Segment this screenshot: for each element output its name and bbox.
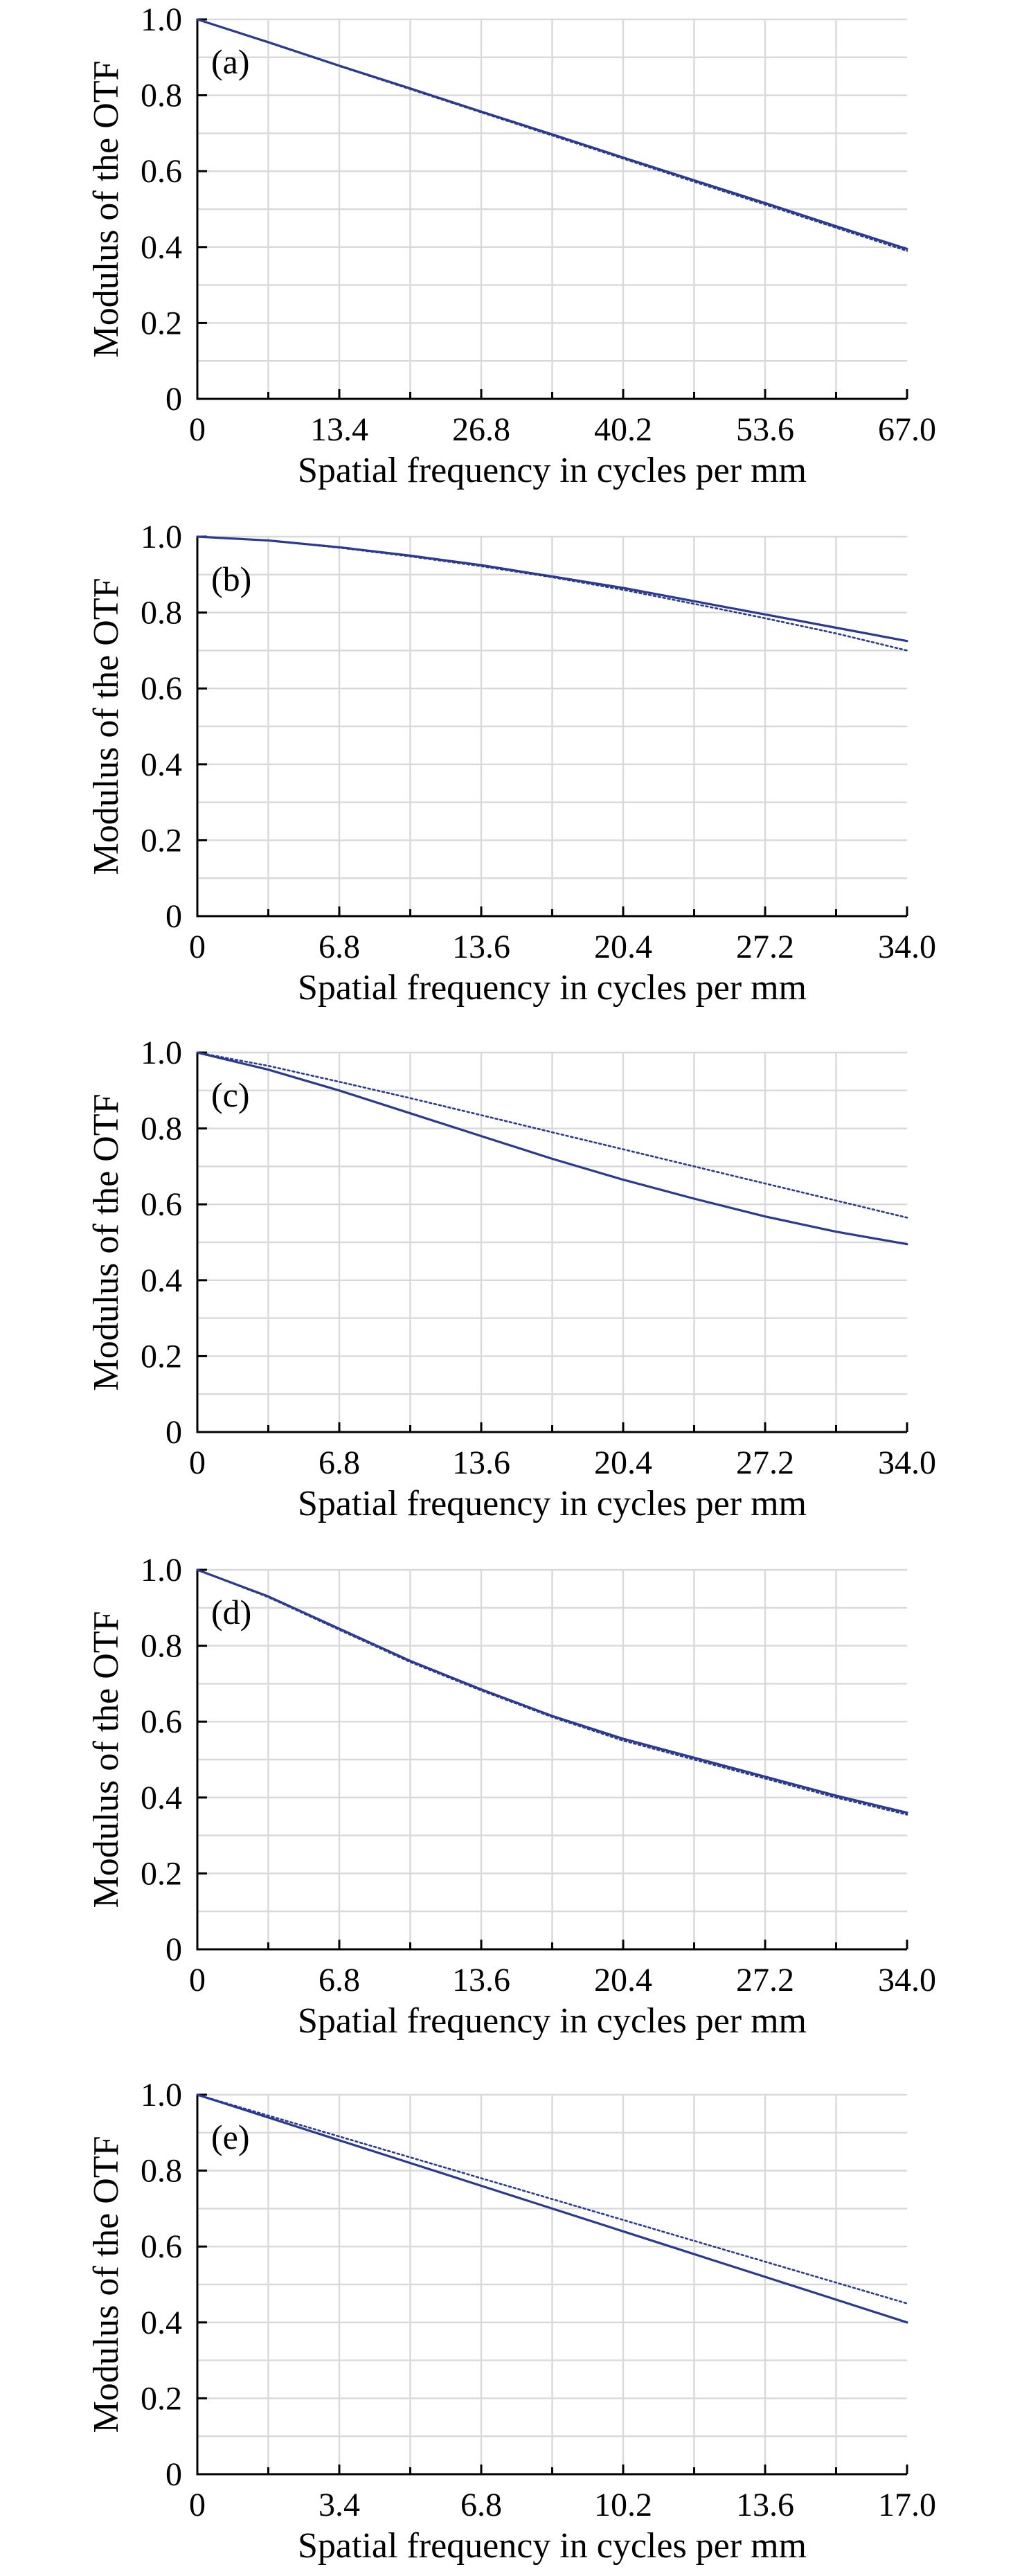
y-tick-label: 0.4 bbox=[141, 229, 182, 266]
panel-label: (a) bbox=[211, 42, 250, 81]
y-tick-label: 0.8 bbox=[141, 78, 182, 114]
chart-panel-3: 0 6.8 13.6 20.4 27.2 34.0 0 0.2 0.4 0.6 0.8 1.0 Spat… bbox=[87, 1552, 936, 2041]
x-tick-label: 0 bbox=[189, 929, 206, 965]
x-tick-label: 27.2 bbox=[736, 929, 794, 965]
y-tick-label: 0.2 bbox=[141, 1338, 182, 1375]
panel-label: (e) bbox=[211, 2118, 250, 2156]
panel-label: (d) bbox=[211, 1593, 251, 1631]
chart-panel-4: 0 3.4 6.8 10.2 13.6 17.0 0 0.2 0.4 0.6 0.8 1.0 Spati… bbox=[87, 2077, 936, 2566]
x-tick-label: 0 bbox=[189, 1962, 206, 1998]
x-tick-label: 13.6 bbox=[452, 1962, 510, 1998]
x-tick-label: 20.4 bbox=[594, 1444, 652, 1481]
x-axis-title: Spatial frequency in cycles per mm bbox=[298, 968, 807, 1008]
x-tick-label: 13.6 bbox=[452, 1444, 510, 1481]
y-tick-label: 0 bbox=[165, 898, 182, 935]
x-tick-label: 27.2 bbox=[736, 1962, 794, 1998]
panel-label: (c) bbox=[211, 1075, 250, 1114]
x-tick-label: 6.8 bbox=[319, 1444, 360, 1481]
y-tick-label: 1.0 bbox=[141, 1552, 182, 1589]
y-tick-label: 0.2 bbox=[141, 305, 182, 341]
x-axis-title: Spatial frequency in cycles per mm bbox=[298, 2526, 807, 2566]
y-axis-title: Modulus of the OTF bbox=[87, 2136, 126, 2433]
y-tick-label: 0.8 bbox=[141, 595, 182, 632]
y-tick-label: 1.0 bbox=[141, 1035, 182, 1071]
dotted-series-line bbox=[196, 1568, 908, 1816]
y-tick-label: 0.8 bbox=[141, 1628, 182, 1665]
chart-panel-0: 0 13.4 26.8 40.2 53.6 67.0 0 0.2 0.4 0.6 0.8 1.0 Spa… bbox=[87, 1, 936, 490]
y-tick-label: 0.2 bbox=[141, 822, 182, 859]
x-tick-label: 20.4 bbox=[594, 929, 652, 965]
y-tick-label: 0.8 bbox=[141, 1111, 182, 1147]
dotted-series-line bbox=[196, 18, 908, 252]
x-tick-label: 67.0 bbox=[878, 411, 936, 448]
y-tick-label: 0 bbox=[165, 2456, 182, 2493]
y-tick-label: 0.6 bbox=[141, 670, 182, 707]
solid-series-line bbox=[196, 2093, 908, 2324]
y-tick-label: 0.6 bbox=[141, 153, 182, 190]
y-tick-label: 0.2 bbox=[141, 2380, 182, 2417]
chart-panel-2: 0 6.8 13.6 20.4 27.2 34.0 0 0.2 0.4 0.6 0.8 1.0 Spat… bbox=[87, 1035, 936, 1523]
y-axis-title: Modulus of the OTF bbox=[87, 1611, 126, 1908]
y-tick-label: 0.2 bbox=[141, 1855, 182, 1892]
solid-series-line bbox=[196, 1051, 908, 1246]
x-axis-title: Spatial frequency in cycles per mm bbox=[298, 1484, 807, 1523]
y-tick-label: 0.4 bbox=[141, 1262, 182, 1299]
y-tick-label: 0.6 bbox=[141, 1703, 182, 1740]
x-tick-label: 17.0 bbox=[878, 2487, 936, 2523]
x-tick-label: 26.8 bbox=[452, 411, 510, 448]
x-tick-label: 6.8 bbox=[319, 929, 360, 965]
x-tick-label: 34.0 bbox=[878, 929, 936, 965]
x-tick-label: 0 bbox=[189, 2487, 206, 2523]
x-tick-label: 40.2 bbox=[594, 411, 652, 448]
y-tick-label: 0 bbox=[165, 1931, 182, 1968]
x-tick-label: 13.4 bbox=[310, 411, 368, 448]
x-tick-label: 20.4 bbox=[594, 1962, 652, 1998]
x-tick-label: 0 bbox=[189, 411, 206, 448]
y-tick-label: 0.4 bbox=[141, 2305, 182, 2341]
dotted-series-line bbox=[196, 1051, 908, 1219]
dotted-series-line bbox=[196, 535, 908, 652]
y-tick-label: 1.0 bbox=[141, 519, 182, 555]
x-tick-label: 10.2 bbox=[594, 2487, 652, 2523]
y-tick-label: 1.0 bbox=[141, 1, 182, 38]
x-axis-title: Spatial frequency in cycles per mm bbox=[298, 2001, 807, 2041]
chart-panel-1: 0 6.8 13.6 20.4 27.2 34.0 0 0.2 0.4 0.6 0.8 1.0 Spat… bbox=[87, 519, 936, 1008]
x-tick-label: 34.0 bbox=[878, 1444, 936, 1481]
solid-series-line bbox=[196, 18, 908, 251]
x-tick-label: 53.6 bbox=[736, 411, 794, 448]
y-tick-label: 0.4 bbox=[141, 1780, 182, 1816]
y-axis-title: Modulus of the OTF bbox=[87, 61, 126, 358]
y-tick-label: 0.6 bbox=[141, 2228, 182, 2265]
x-tick-label: 13.6 bbox=[736, 2487, 794, 2523]
y-tick-label: 0.8 bbox=[141, 2153, 182, 2190]
x-tick-label: 6.8 bbox=[460, 2487, 502, 2523]
x-tick-label: 13.6 bbox=[452, 929, 510, 965]
x-tick-label: 6.8 bbox=[319, 1962, 360, 1998]
y-tick-label: 0.4 bbox=[141, 746, 182, 783]
x-tick-label: 27.2 bbox=[736, 1444, 794, 1481]
y-tick-label: 0.6 bbox=[141, 1186, 182, 1223]
y-axis-title: Modulus of the OTF bbox=[87, 1094, 126, 1391]
x-tick-label: 34.0 bbox=[878, 1962, 936, 1998]
y-axis-title: Modulus of the OTF bbox=[87, 578, 126, 875]
x-tick-label: 0 bbox=[189, 1444, 206, 1481]
y-tick-label: 1.0 bbox=[141, 2077, 182, 2113]
y-tick-label: 0 bbox=[165, 1414, 182, 1451]
x-axis-title: Spatial frequency in cycles per mm bbox=[298, 451, 807, 490]
x-tick-label: 3.4 bbox=[319, 2487, 360, 2523]
y-tick-label: 0 bbox=[165, 381, 182, 418]
dotted-series-line bbox=[196, 2093, 908, 2305]
panel-label: (b) bbox=[211, 560, 251, 598]
solid-series-line bbox=[196, 1568, 908, 1814]
